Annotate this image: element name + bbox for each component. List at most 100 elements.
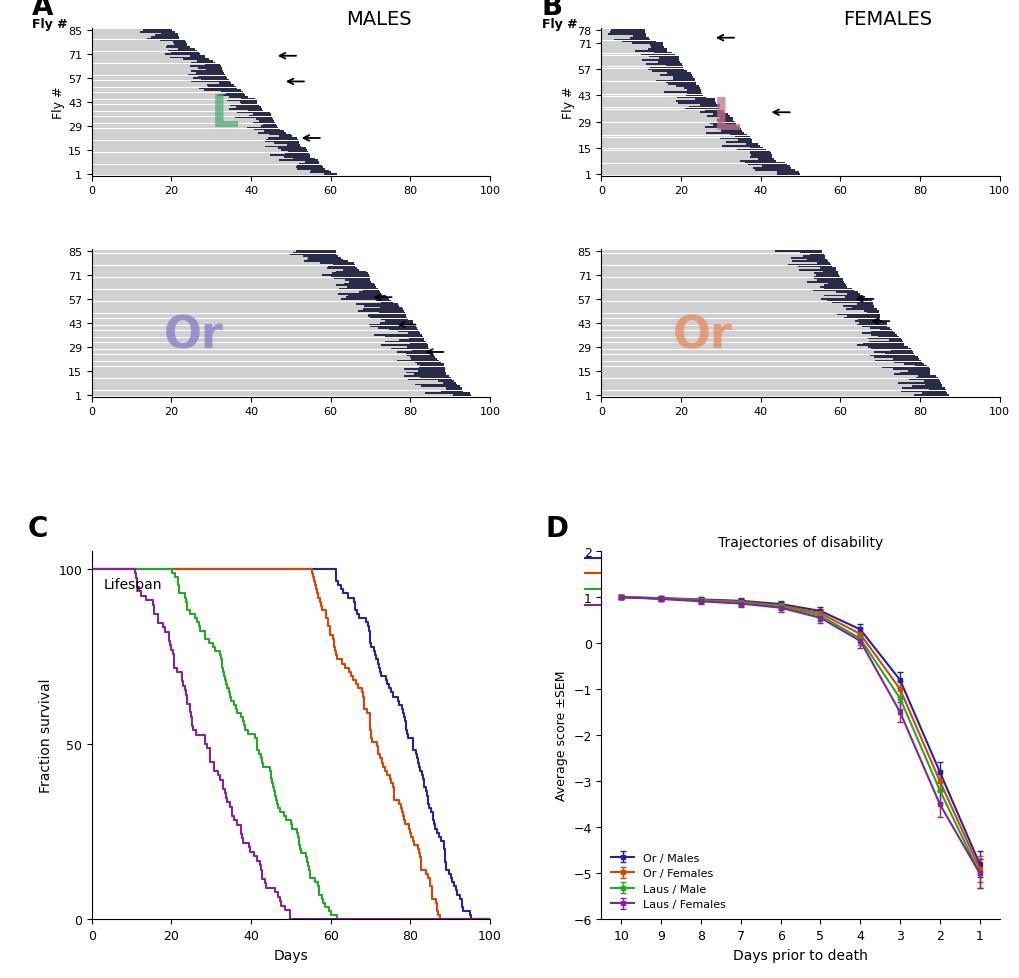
Bar [601, 350, 891, 352]
Bar [92, 167, 296, 168]
Bar [676, 101, 714, 103]
Text: C: C [29, 514, 49, 543]
Bar [601, 282, 806, 284]
Bar [230, 106, 259, 107]
Bar [665, 66, 683, 67]
Bar [601, 287, 819, 289]
Bar [601, 290, 812, 291]
Bar [303, 256, 337, 257]
Bar [870, 348, 910, 350]
Bar [717, 121, 734, 123]
Text: Fly #: Fly # [32, 18, 67, 31]
Bar [735, 137, 750, 138]
Bar [913, 395, 949, 396]
Bar [92, 304, 356, 305]
Y-axis label: Fly #: Fly # [561, 87, 574, 119]
Line: Or / Males: Or / Males [92, 569, 489, 919]
Bar [322, 275, 368, 277]
Bar [286, 145, 301, 147]
Text: B: B [541, 0, 562, 21]
Bar [601, 144, 745, 146]
Bar [227, 101, 257, 102]
Bar [92, 32, 140, 33]
Bar [144, 30, 172, 32]
Bar [206, 69, 221, 71]
Bar [92, 270, 342, 271]
Bar [601, 265, 787, 266]
Bar [92, 174, 324, 175]
Bar [610, 30, 644, 32]
Bar [907, 371, 929, 373]
Laus / Male [483, 913, 495, 925]
Bar [92, 133, 258, 134]
Bar [92, 263, 319, 264]
Bar [716, 119, 733, 121]
Text: D: D [545, 514, 569, 543]
Bar [92, 347, 407, 348]
Bar [601, 168, 752, 170]
Bar [601, 304, 856, 305]
Bar [198, 67, 221, 69]
Bar [348, 282, 371, 284]
Bar [813, 273, 838, 275]
Bar [601, 373, 899, 374]
Bar [601, 333, 861, 334]
Bar [92, 279, 333, 280]
Bar [601, 340, 888, 341]
Bar [601, 295, 823, 297]
Bar [709, 123, 736, 125]
Bar [92, 158, 293, 160]
Bar [92, 381, 437, 382]
Bar [601, 325, 857, 326]
Bar [92, 165, 297, 167]
Bar [151, 37, 178, 39]
Bar [92, 149, 278, 150]
Bar [92, 88, 199, 90]
Bar [601, 273, 813, 275]
Bar [601, 152, 749, 153]
Bar [410, 357, 434, 359]
Bar [745, 144, 757, 146]
Bar [601, 98, 677, 99]
Bar [601, 272, 822, 273]
Bar [92, 40, 160, 42]
Laus / Male [216, 666, 228, 678]
Bar [92, 282, 348, 284]
Text: Fly #: Fly # [541, 18, 577, 31]
Y-axis label: Fly #: Fly # [52, 87, 65, 119]
Bar [379, 323, 413, 325]
Bar [92, 60, 182, 61]
Bar [92, 350, 412, 352]
Bar [92, 340, 398, 341]
Laus / Females [214, 775, 226, 786]
Or / Males [483, 913, 495, 925]
Bar [601, 133, 706, 134]
Bar [92, 293, 338, 295]
Bar [265, 142, 299, 143]
Bar [170, 58, 205, 60]
Bar [601, 354, 884, 355]
Title: Trajectories of disability: Trajectories of disability [717, 535, 882, 549]
Bar [155, 35, 178, 37]
Bar [601, 302, 830, 304]
Bar [92, 266, 328, 268]
Bar [862, 343, 903, 345]
Bar [822, 272, 837, 273]
Laus / Females [225, 806, 237, 818]
Bar [705, 111, 722, 112]
Bar [601, 371, 907, 373]
Bar [92, 109, 229, 111]
Bar [601, 297, 844, 298]
Bar [92, 95, 218, 97]
Bar [173, 44, 186, 46]
Bar [601, 157, 749, 158]
Bar [92, 369, 404, 371]
Bar [647, 49, 666, 51]
Bar [844, 318, 879, 319]
Bar [650, 47, 663, 49]
Bar [891, 350, 911, 352]
Bar [601, 320, 857, 321]
Bar [868, 341, 902, 343]
Bar [304, 261, 347, 263]
Bar [613, 40, 650, 41]
